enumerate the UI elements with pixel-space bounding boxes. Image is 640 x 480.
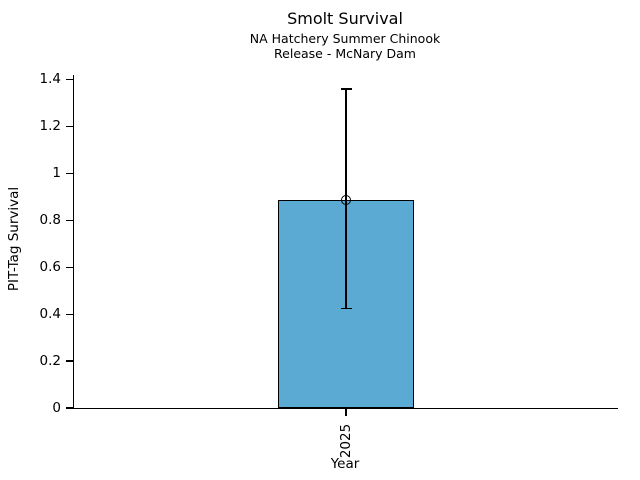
x-axis-label: Year <box>330 456 360 472</box>
y-tick-mark <box>66 360 73 362</box>
chart-title: Smolt Survival <box>287 9 403 28</box>
chart-subtitle-line1: NA Hatchery Summer Chinook <box>249 31 441 46</box>
y-tick-mark <box>66 172 73 174</box>
x-tick-label: 2025 <box>338 423 354 459</box>
y-tick-label: 0.8 <box>39 212 61 229</box>
x-tick-mark <box>345 409 347 417</box>
y-tick-mark <box>66 125 73 127</box>
y-tick-label: 0.4 <box>39 306 61 323</box>
y-tick-mark <box>66 78 73 81</box>
error-bar-cap-bottom <box>340 307 352 309</box>
y-tick-label: 0.2 <box>39 353 61 370</box>
y-axis-label: PIT-Tag Survival <box>6 186 22 292</box>
y-tick-label: 0.6 <box>39 259 61 276</box>
y-tick-mark <box>66 407 73 409</box>
plot-area: 0 0.2 0.4 0.6 0.8 1 1.2 1.4 2025 <box>40 71 618 458</box>
y-tick-label: 0 <box>52 400 61 416</box>
y-tick-label: 1.2 <box>39 118 61 135</box>
y-tick-label: 1.4 <box>39 71 61 88</box>
y-tick-mark <box>66 266 73 268</box>
chart-subtitle-line2: Release - McNary Dam <box>274 46 416 61</box>
point-estimate-marker <box>341 195 351 206</box>
y-tick-mark <box>66 313 73 315</box>
y-tick-label: 1 <box>52 165 61 182</box>
y-tick-mark <box>66 219 73 221</box>
error-bar-cap-top <box>340 88 352 90</box>
